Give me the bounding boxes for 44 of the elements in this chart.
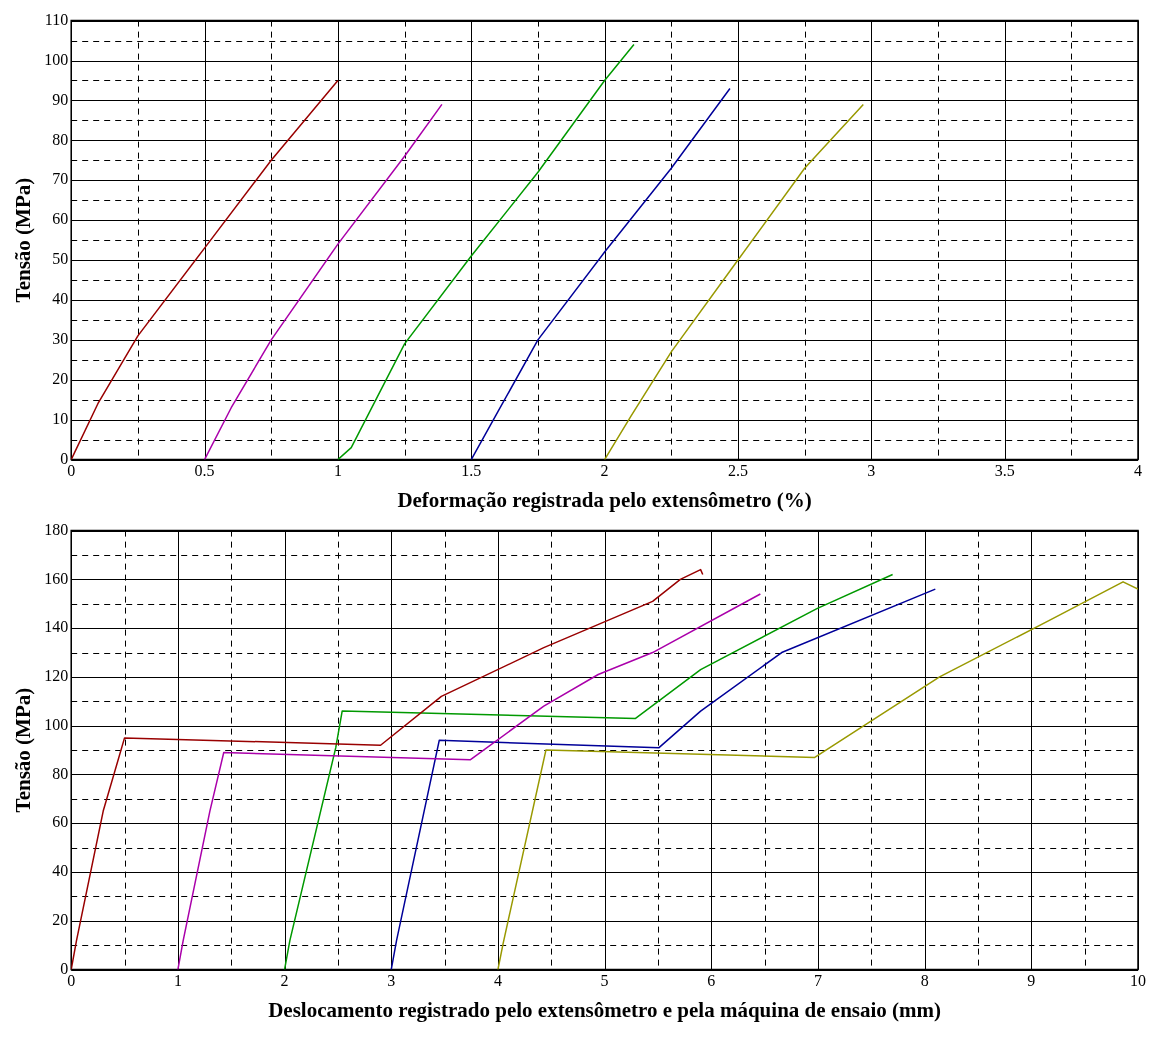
x-tick-label: 5 <box>600 972 609 990</box>
y-tick-label: 30 <box>52 330 69 348</box>
y-tick-label: 10 <box>52 409 69 427</box>
y-tick-label: 40 <box>52 862 69 880</box>
y-tick-label: 70 <box>52 170 69 188</box>
y-tick-label: 40 <box>52 290 69 308</box>
x-tick-label: 10 <box>1130 972 1146 990</box>
y-tick-label: 100 <box>44 715 69 733</box>
y-tick-label: 100 <box>44 50 69 68</box>
x-tick-label: 6 <box>707 972 716 990</box>
x-tick-label: 2 <box>600 462 609 480</box>
y-tick-label: 60 <box>52 813 69 831</box>
y-tick-label: 90 <box>52 90 69 108</box>
x-axis-title: Deformação registrada pelo extensômetro (%) <box>397 487 812 512</box>
x-tick-label: 8 <box>920 972 929 990</box>
y-tick-label: 0 <box>60 449 69 467</box>
y-tick-label: 180 <box>44 520 69 538</box>
x-tick-label: 4 <box>1134 462 1142 480</box>
y-tick-label: 20 <box>52 911 69 929</box>
y-tick-label: 0 <box>60 959 69 977</box>
x-tick-label: 3 <box>867 462 876 480</box>
x-tick-label: 1 <box>173 972 182 990</box>
x-tick-label: 7 <box>813 972 822 990</box>
y-tick-label: 50 <box>52 250 69 268</box>
y-tick-label: 80 <box>52 130 69 148</box>
y-axis-title: Tensão (MPa) <box>11 177 36 303</box>
x-tick-label: 1.5 <box>461 462 482 480</box>
y-tick-label: 160 <box>44 569 69 587</box>
x-axis-title: Deslocamento registrado pelo extensômetro e pela máquina de ensaio (mm) <box>268 997 942 1022</box>
x-tick-label: 1 <box>333 462 342 480</box>
y-axis-title: Tensão (MPa) <box>11 687 36 813</box>
y-tick-label: 110 <box>44 10 69 28</box>
y-tick-label: 120 <box>44 667 69 685</box>
y-tick-label: 140 <box>44 618 69 636</box>
x-tick-label: 3.5 <box>994 462 1015 480</box>
y-tick-label: 60 <box>52 210 69 228</box>
x-tick-label: 9 <box>1027 972 1036 990</box>
y-tick-label: 20 <box>52 369 69 387</box>
x-tick-label: 3 <box>387 972 396 990</box>
x-tick-label: 2 <box>280 972 289 990</box>
x-tick-label: 4 <box>493 972 502 990</box>
x-tick-label: 2.5 <box>727 462 748 480</box>
x-tick-label: 0.5 <box>194 462 215 480</box>
y-tick-label: 80 <box>52 764 69 782</box>
